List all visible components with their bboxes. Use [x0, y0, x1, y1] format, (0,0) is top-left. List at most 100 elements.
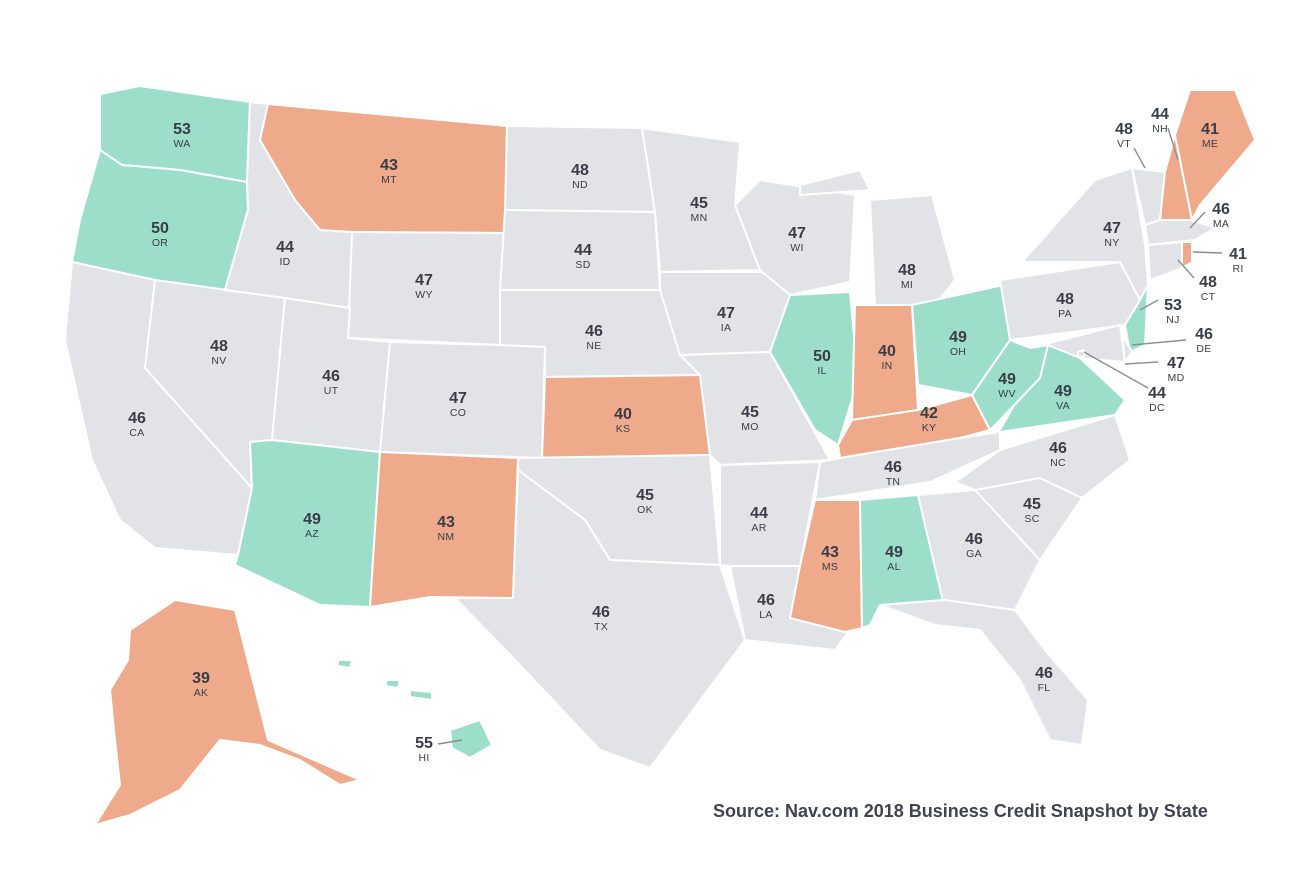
- state-abbr-ar: AR: [751, 522, 766, 534]
- state-abbr-sd: SD: [575, 259, 590, 271]
- state-ri: [1181, 241, 1193, 269]
- state-hi: [337, 659, 493, 759]
- state-value-tn: 46: [884, 459, 902, 476]
- state-value-dc: 44: [1148, 385, 1166, 402]
- state-value-mo: 45: [741, 404, 759, 421]
- state-abbr-ks: KS: [616, 423, 631, 435]
- state-value-ca: 46: [128, 410, 146, 427]
- state-abbr-nh: NH: [1152, 123, 1168, 135]
- state-abbr-ca: CA: [129, 427, 144, 439]
- state-value-nm: 43: [437, 514, 455, 531]
- state-abbr-tn: TN: [886, 476, 901, 488]
- state-value-ga: 46: [965, 531, 983, 548]
- state-md: [1029, 324, 1126, 363]
- state-shapes: [64, 85, 1256, 826]
- state-value-wa: 53: [173, 121, 191, 138]
- state-abbr-hi: HI: [418, 752, 429, 764]
- state-value-ne: 46: [585, 323, 603, 340]
- state-value-ky: 42: [920, 405, 938, 422]
- state-wv: [971, 339, 1049, 431]
- state-abbr-nj: NJ: [1166, 314, 1179, 326]
- state-value-sd: 44: [574, 242, 592, 259]
- state-abbr-la: LA: [759, 609, 772, 621]
- state-value-md: 47: [1167, 355, 1185, 372]
- state-abbr-ut: UT: [324, 385, 339, 397]
- leader-line-nj: [1139, 299, 1159, 311]
- state-abbr-ri: RI: [1232, 263, 1243, 275]
- state-abbr-wv: WV: [998, 388, 1016, 400]
- state-ak: [94, 599, 361, 826]
- state-value-oh: 49: [949, 329, 967, 346]
- state-abbr-mt: MT: [381, 174, 397, 186]
- state-ct: [1147, 241, 1183, 281]
- state-abbr-mi: MI: [901, 279, 913, 291]
- state-abbr-mn: MN: [691, 212, 708, 224]
- state-value-wv: 49: [998, 371, 1016, 388]
- state-abbr-dc: DC: [1149, 402, 1165, 414]
- state-value-al: 49: [885, 544, 903, 561]
- state-abbr-ma: MA: [1213, 218, 1229, 230]
- state-abbr-il: IL: [817, 365, 826, 377]
- state-value-ms: 43: [821, 544, 839, 561]
- state-value-wi: 47: [788, 225, 806, 242]
- state-abbr-ny: NY: [1104, 237, 1119, 249]
- leader-line-de: [1131, 339, 1187, 346]
- state-value-sc: 45: [1023, 496, 1041, 513]
- state-abbr-de: DE: [1196, 343, 1211, 355]
- state-value-ny: 47: [1103, 220, 1121, 237]
- state-value-ia: 47: [717, 305, 735, 322]
- state-wi: [734, 179, 856, 296]
- state-value-or: 50: [151, 220, 169, 237]
- state-abbr-wa: WA: [173, 138, 190, 150]
- leader-line-hi: [437, 739, 463, 745]
- leader-line-ct: [1177, 259, 1195, 279]
- state-abbr-ct: CT: [1201, 291, 1216, 303]
- state-value-ma: 46: [1212, 201, 1230, 218]
- state-abbr-tx: TX: [594, 621, 608, 633]
- state-value-ak: 39: [192, 670, 210, 687]
- state-value-wy: 47: [415, 272, 433, 289]
- state-abbr-id: ID: [279, 256, 290, 268]
- state-value-az: 49: [303, 511, 321, 528]
- state-value-mn: 45: [690, 195, 708, 212]
- state-value-id: 44: [276, 239, 294, 256]
- state-value-ok: 45: [636, 487, 654, 504]
- state-value-vt: 48: [1115, 121, 1133, 138]
- state-abbr-wy: WY: [415, 289, 433, 301]
- state-abbr-ak: AK: [194, 687, 209, 699]
- state-value-me: 41: [1201, 121, 1219, 138]
- leader-line-md: [1124, 361, 1159, 365]
- state-abbr-sc: SC: [1024, 513, 1039, 525]
- state-abbr-ok: OK: [637, 504, 653, 516]
- state-abbr-az: AZ: [305, 528, 319, 540]
- state-abbr-in: IN: [881, 360, 892, 372]
- state-abbr-ne: NE: [586, 340, 601, 352]
- source-caption: Source: Nav.com 2018 Business Credit Sna…: [713, 801, 1208, 821]
- state-abbr-or: OR: [152, 237, 168, 249]
- state-abbr-ia: IA: [721, 322, 732, 334]
- state-abbr-va: VA: [1056, 400, 1070, 412]
- state-value-la: 46: [757, 592, 775, 609]
- state-value-mi: 48: [898, 262, 916, 279]
- label-leader-lines: [437, 127, 1223, 745]
- leader-line-ma: [1189, 211, 1206, 229]
- state-value-co: 47: [449, 390, 467, 407]
- state-abbr-ms: MS: [822, 561, 838, 573]
- state-abbr-vt: VT: [1117, 138, 1131, 150]
- state-abbr-wi: WI: [790, 242, 803, 254]
- state-mi: [799, 169, 956, 306]
- state-value-tx: 46: [592, 604, 610, 621]
- state-abbr-nc: NC: [1050, 457, 1066, 469]
- state-abbr-nm: NM: [438, 531, 455, 543]
- state-abbr-nd: ND: [572, 179, 588, 191]
- state-abbr-oh: OH: [950, 346, 966, 358]
- state-tx: [454, 469, 746, 769]
- state-value-il: 50: [813, 348, 831, 365]
- state-value-de: 46: [1195, 326, 1213, 343]
- state-value-mt: 43: [380, 157, 398, 174]
- state-value-in: 40: [878, 343, 896, 360]
- state-abbr-fl: FL: [1038, 682, 1051, 694]
- state-value-nc: 46: [1049, 440, 1067, 457]
- state-abbr-me: ME: [1202, 138, 1218, 150]
- state-value-hi: 55: [415, 735, 433, 752]
